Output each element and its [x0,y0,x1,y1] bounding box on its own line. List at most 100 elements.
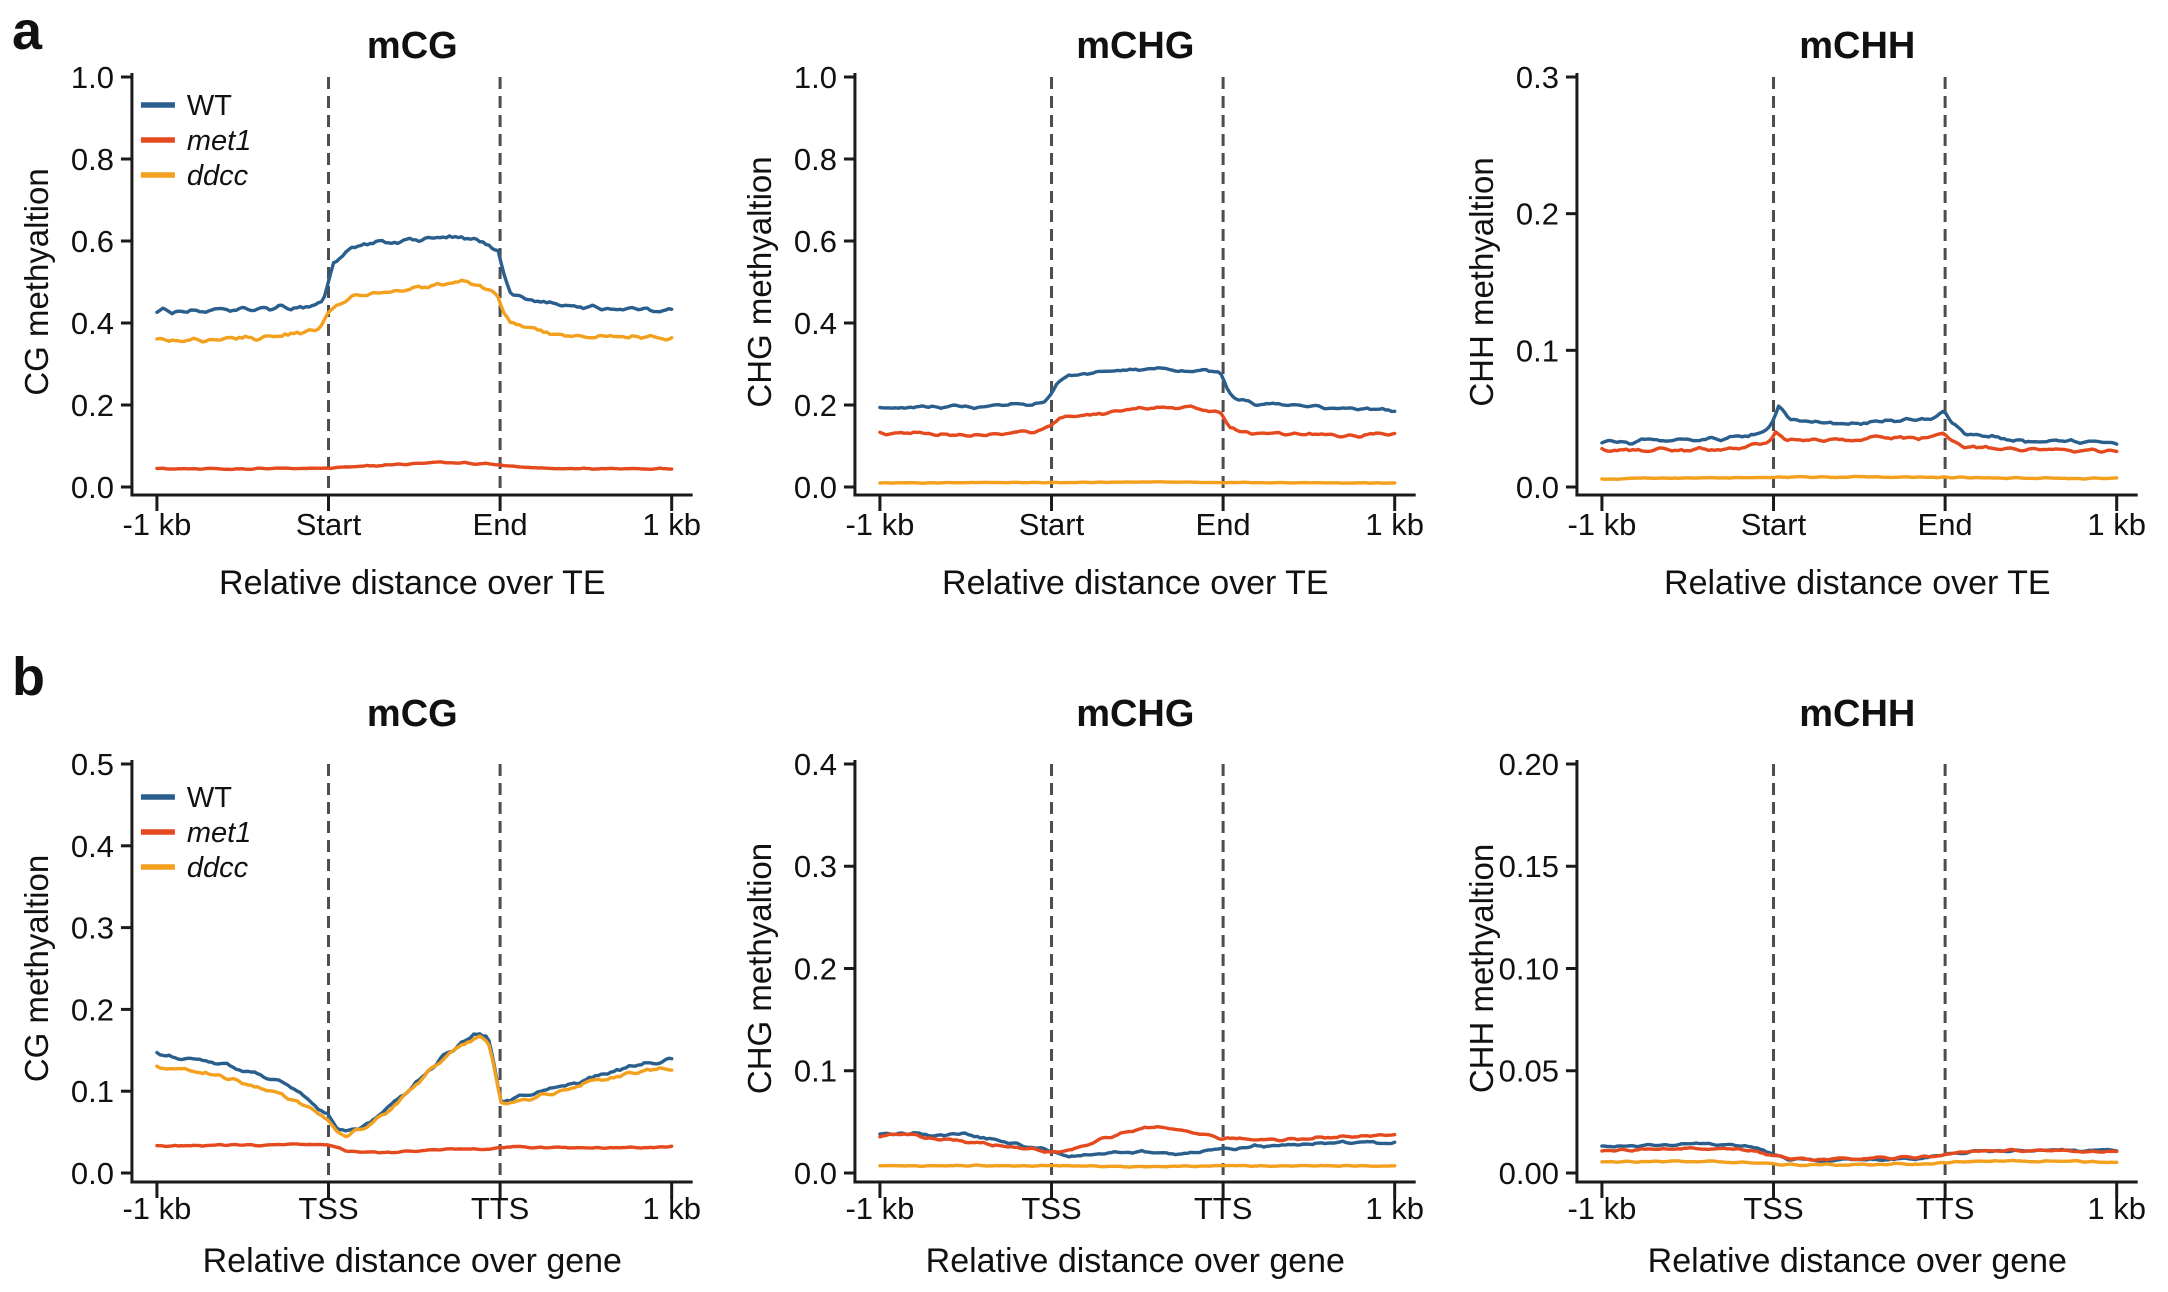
panel-a-mCHG: mCHG CHG methyaltion 0.0 0.2 0.4 0.6 0.8 1.0 -1 … [741,25,1424,602]
legend-label-WT: WT [187,90,232,122]
x-tick-label: Start [1741,507,1807,542]
y-tick-label: 0.2 [71,388,114,423]
x-tick-label: End [1195,507,1250,542]
y-tick-label: 0.3 [71,911,114,946]
y-axis-label: CG methyaltion [18,855,55,1082]
y-tick-label: 0.2 [794,951,837,986]
panel-cell-b-mCHH: mCHH CHH methyaltion 0.00 0.05 0.10 0.15 0.20 -… [1445,640,2168,1292]
series-line-WT [877,366,1397,414]
x-axis-label: Relative distance over gene [925,1242,1344,1280]
panel-title: mCHH [1800,693,1916,735]
y-tick-label: 0.2 [794,388,837,423]
y-tick-label: 0.6 [794,224,837,259]
y-tick-label: 1.0 [71,60,114,95]
x-tick-label: 1 kb [2088,507,2147,542]
series-line-WT [155,1032,674,1133]
series-line-WT [1600,404,2119,446]
y-tick-label: 0.0 [1516,470,1559,505]
x-tick-label: TTS [1916,1191,1975,1226]
x-tick-label: TSS [298,1191,358,1226]
panel-b-mCHH: mCHH CHH methyaltion 0.00 0.05 0.10 0.15 0.20 -… [1463,693,2147,1280]
y-tick-label: 0.0 [71,470,114,505]
legend-item-met1: met1 [140,125,251,157]
legend-label-ddcc: ddcc [187,852,249,884]
x-tick-label: Start [296,507,362,542]
y-tick-label: 0.4 [71,829,114,864]
legend-label-met1: met1 [187,125,251,157]
y-tick-label: 0.1 [1516,333,1559,368]
y-tick-label: 0.6 [71,224,114,259]
y-tick-label: 0.4 [794,747,837,782]
y-tick-label: 0.0 [794,470,837,505]
series-line-ddcc [877,480,1397,485]
x-tick-label: End [473,507,528,542]
series-line-met1 [1600,430,2119,454]
panel-label-a: a [12,1,43,61]
panel-cell-b-mCHG: mCHG CHG methyaltion 0.0 0.1 0.2 0.3 0.4 -1 kb T… [723,640,1446,1292]
x-tick-label: -1 kb [845,507,914,542]
series-line-ddcc [877,1163,1397,1169]
legend-item-WT: WT [140,782,232,814]
series-line-ddcc [1600,474,2119,482]
y-tick-label: 0.10 [1499,951,1559,986]
x-tick-label: -1 kb [122,1191,191,1226]
legend-item-met1: met1 [140,817,251,849]
y-tick-label: 0.8 [794,142,837,177]
x-axis-label: Relative distance over gene [1648,1242,2067,1280]
y-tick-label: 0.2 [1516,197,1559,232]
x-tick-label: -1 kb [1568,507,1637,542]
x-axis-label: Relative distance over gene [203,1242,622,1280]
y-tick-label: 0.0 [794,1156,837,1191]
x-tick-label: TSS [1021,1191,1081,1226]
legend-item-ddcc: ddcc [140,852,249,884]
y-tick-label: 0.00 [1499,1156,1559,1191]
y-tick-label: 1.0 [794,60,837,95]
x-axis-label: Relative distance over TE [942,564,1329,602]
y-axis-label: CHH methyaltion [1463,844,1500,1093]
x-tick-label: TSS [1744,1191,1804,1226]
panel-title: mCG [367,693,458,735]
x-tick-label: -1 kb [845,1191,914,1226]
y-axis-label: CHG methyaltion [741,843,778,1094]
y-tick-label: 0.2 [71,992,114,1027]
x-tick-label: 1 kb [642,507,701,542]
y-tick-label: 0.0 [71,1156,114,1191]
series-line-WT [877,1130,1397,1159]
y-tick-label: 0.5 [71,747,114,782]
y-axis-label: CHG methyaltion [741,156,778,407]
y-tick-label: 0.15 [1499,849,1559,884]
series-line-met1 [155,1142,674,1155]
x-tick-label: 1 kb [642,1191,701,1226]
series-line-ddcc [155,1034,674,1139]
y-tick-label: 0.4 [794,306,837,341]
series-line-ddcc [1600,1158,2119,1168]
legend-item-ddcc: ddcc [140,160,249,192]
x-tick-label: TTS [471,1191,530,1226]
x-tick-label: -1 kb [122,507,191,542]
x-tick-label: TTS [1194,1191,1253,1226]
panel-label-b: b [12,647,45,707]
series-line-WT [155,234,674,316]
panel-title: mCHH [1800,25,1916,67]
x-tick-label: 1 kb [1365,1191,1424,1226]
series-line-ddcc [155,278,674,344]
panel-title: mCHG [1076,693,1194,735]
x-tick-label: 1 kb [1365,507,1424,542]
x-tick-label: -1 kb [1568,1191,1637,1226]
series-line-met1 [877,404,1397,439]
x-tick-label: 1 kb [2088,1191,2147,1226]
y-tick-label: 0.4 [71,306,114,341]
panel-title: mCHG [1076,25,1194,67]
y-axis-label: CHH methyaltion [1463,157,1500,406]
y-tick-label: 0.8 [71,142,114,177]
panel-b-mCG: mCG CG methyaltion 0.0 0.1 0.2 0.3 0.4 0.5 -1 kb… [18,693,701,1280]
y-axis-label: CG methyaltion [18,168,55,395]
y-tick-label: 0.05 [1499,1054,1559,1089]
legend-label-ddcc: ddcc [187,160,249,192]
panel-a-mCHH: mCHH CHH methyaltion 0.0 0.1 0.2 0.3 -1 kb Star… [1463,25,2147,602]
series-line-met1 [155,460,674,472]
panel-cell-a-mCHH: mCHH CHH methyaltion 0.0 0.1 0.2 0.3 -1 kb Star… [1445,0,2168,640]
